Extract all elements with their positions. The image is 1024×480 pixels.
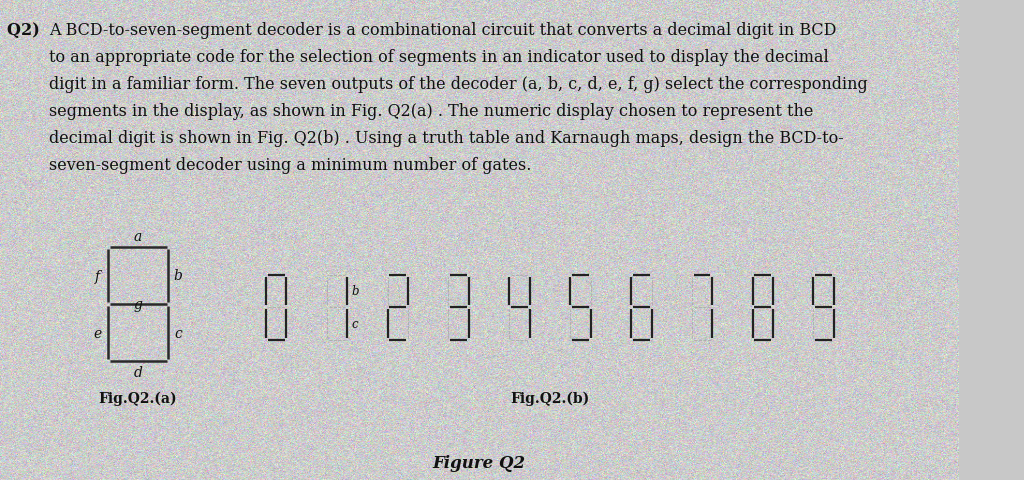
Text: b: b <box>352 285 359 298</box>
Text: Q2): Q2) <box>7 22 46 39</box>
Text: segments in the display, as shown in Fig. Q2(a) . The numeric display chosen to : segments in the display, as shown in Fig… <box>49 103 813 120</box>
Text: c: c <box>352 317 358 330</box>
Text: c: c <box>174 326 181 340</box>
Text: g: g <box>134 298 142 312</box>
Text: digit in a familiar form. The seven outputs of the decoder (a, b, c, d, e, f, g): digit in a familiar form. The seven outp… <box>49 76 867 93</box>
Text: Fig.Q2.(a): Fig.Q2.(a) <box>98 391 177 406</box>
Text: seven-segment decoder using a minimum number of gates.: seven-segment decoder using a minimum nu… <box>49 156 531 174</box>
Text: to an appropriate code for the selection of segments in an indicator used to dis: to an appropriate code for the selection… <box>49 49 828 66</box>
Text: b: b <box>173 269 182 283</box>
Text: Figure Q2: Figure Q2 <box>433 454 526 471</box>
Text: f: f <box>95 269 100 283</box>
Text: A BCD-to-seven-segment decoder is a combinational circuit that converts a decima: A BCD-to-seven-segment decoder is a comb… <box>49 22 836 39</box>
Text: a: a <box>134 229 142 243</box>
Text: e: e <box>93 326 101 340</box>
Text: d: d <box>134 365 142 379</box>
Text: decimal digit is shown in Fig. Q2(b) . Using a truth table and Karnaugh maps, de: decimal digit is shown in Fig. Q2(b) . U… <box>49 130 844 147</box>
Text: Fig.Q2.(b): Fig.Q2.(b) <box>510 391 590 406</box>
